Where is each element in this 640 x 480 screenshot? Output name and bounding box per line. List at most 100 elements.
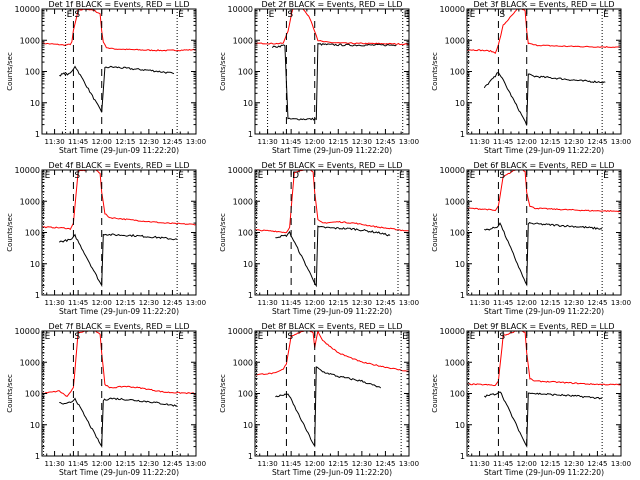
x-tick-label: 11:30 — [469, 460, 489, 468]
x-tick-label: 12:15 — [115, 460, 135, 468]
marker-label: E — [603, 332, 609, 342]
lld-series-line — [42, 9, 196, 52]
y-tick-label: 10000 — [228, 5, 253, 14]
x-tick-label: 12:15 — [540, 299, 560, 307]
y-tick-label: 10 — [30, 421, 40, 430]
y-tick-label: 1000 — [445, 36, 465, 45]
events-series-line — [483, 391, 603, 448]
x-tick-label: 12:00 — [305, 299, 325, 307]
x-tick-label: 13:00 — [611, 299, 631, 307]
x-tick-label: 11:45 — [493, 299, 513, 307]
chart-title: Det 4f BLACK = Events, RED = LLD — [48, 161, 189, 170]
x-axis-label: Start Time (29-Jun-09 11:22:20) — [59, 146, 179, 155]
plot-area — [467, 331, 621, 448]
y-tick-label: 10 — [30, 99, 40, 108]
marker-label: E — [269, 10, 275, 20]
marker-label: E — [258, 332, 264, 342]
x-tick-label: 12:30 — [564, 138, 584, 146]
y-tick-label: 100 — [238, 390, 253, 399]
x-tick-label: 12:45 — [375, 460, 395, 468]
y-axis-label: Counts/sec — [219, 52, 227, 91]
x-tick-label: 13:00 — [399, 299, 419, 307]
y-axis-label: Counts/sec — [6, 213, 14, 252]
lld-series-line — [467, 170, 621, 213]
x-tick-label: 12:30 — [564, 460, 584, 468]
x-tick-label: 12:30 — [564, 299, 584, 307]
y-tick-label: 100 — [25, 390, 40, 399]
y-tick-label: 10000 — [15, 5, 40, 14]
y-tick-label: 1000 — [233, 358, 253, 367]
x-tick-label: 11:30 — [469, 138, 489, 146]
x-tick-label: 11:45 — [493, 138, 513, 146]
x-tick-label: 13:00 — [611, 460, 631, 468]
x-tick-label: 12:00 — [517, 138, 537, 146]
x-axis-label: Start Time (29-Jun-09 11:22:20) — [59, 468, 179, 477]
chart-title: Det 6f BLACK = Events, RED = LLD — [473, 161, 614, 170]
x-tick-label: 11:45 — [68, 299, 88, 307]
y-tick-label: 1 — [35, 130, 40, 139]
x-tick-label: 11:45 — [281, 299, 301, 307]
marker-label: S — [287, 10, 293, 20]
events-series-line — [275, 225, 391, 288]
chart-title: Det 8f BLACK = Events, RED = LLD — [261, 322, 402, 331]
y-tick-label: 1000 — [20, 36, 40, 45]
y-tick-label: 100 — [450, 390, 465, 399]
plot-frame — [466, 330, 622, 457]
x-axis-label: Start Time (29-Jun-09 11:22:20) — [59, 307, 179, 316]
y-axis-label: Counts/sec — [6, 52, 14, 91]
y-tick-label: 100 — [238, 229, 253, 238]
marker-label: D — [292, 171, 299, 181]
x-tick-label: 12:00 — [305, 138, 325, 146]
y-tick-label: 1 — [460, 452, 465, 461]
y-tick-label: 1 — [248, 452, 253, 461]
chart-title: Det 5f BLACK = Events, RED = LLD — [261, 161, 402, 170]
y-tick-label: 1 — [460, 291, 465, 300]
y-axis-label: Counts/sec — [431, 374, 439, 413]
x-axis-label: Start Time (29-Jun-09 11:22:20) — [272, 468, 392, 477]
x-tick-label: 11:45 — [281, 460, 301, 468]
marker-label: S — [499, 10, 505, 20]
lld-series-line — [255, 9, 409, 46]
x-tick-label: 12:00 — [92, 460, 112, 468]
x-tick-label: 11:30 — [257, 460, 277, 468]
marker-label: E — [178, 332, 184, 342]
marker-label: E — [399, 171, 405, 181]
x-axis-label: Start Time (29-Jun-09 11:22:20) — [272, 146, 392, 155]
x-tick-label: 12:45 — [587, 138, 607, 146]
plot-area — [467, 170, 621, 287]
y-tick-label: 100 — [238, 68, 253, 77]
y-tick-label: 10 — [455, 99, 465, 108]
chart-title: Det 7f BLACK = Events, RED = LLD — [48, 322, 189, 331]
y-tick-label: 1000 — [20, 358, 40, 367]
x-tick-label: 12:15 — [328, 138, 348, 146]
marker-label: E — [404, 10, 410, 20]
x-tick-label: 12:30 — [352, 299, 372, 307]
chart-title: Det 2f BLACK = Events, RED = LLD — [261, 0, 402, 9]
x-tick-label: 12:45 — [162, 460, 182, 468]
marker-label: E — [603, 10, 609, 20]
x-tick-label: 12:15 — [115, 138, 135, 146]
marker-label: E — [470, 10, 476, 20]
plot-frame — [254, 8, 410, 135]
x-tick-label: 12:15 — [115, 299, 135, 307]
marker-label: S — [74, 332, 80, 342]
y-tick-label: 100 — [450, 68, 465, 77]
x-tick-label: 12:45 — [162, 299, 182, 307]
y-tick-label: 1 — [35, 291, 40, 300]
x-tick-label: 11:45 — [68, 138, 88, 146]
marker-label: E — [603, 171, 609, 181]
y-tick-label: 1 — [248, 291, 253, 300]
x-tick-label: 11:30 — [469, 299, 489, 307]
x-tick-label: 12:30 — [139, 460, 159, 468]
x-tick-label: 12:45 — [375, 299, 395, 307]
events-series-line — [58, 233, 178, 288]
marker-label: S — [74, 10, 80, 20]
y-tick-label: 10000 — [228, 327, 253, 336]
x-tick-label: 12:30 — [352, 460, 372, 468]
x-tick-label: 12:30 — [139, 138, 159, 146]
plot-frame — [41, 169, 197, 296]
